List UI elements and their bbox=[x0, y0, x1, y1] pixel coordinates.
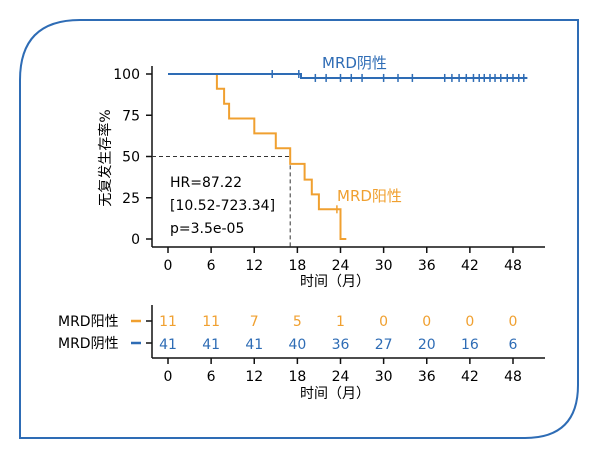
km-ylabel: 无复发生存率% bbox=[97, 109, 114, 206]
risk-x-tick-label: 36 bbox=[418, 369, 436, 385]
risk-x-tick-label: 30 bbox=[375, 369, 393, 385]
risk-xlabel: 时间（月） bbox=[300, 386, 370, 402]
risk-cell: 5 bbox=[293, 314, 302, 330]
risk-cell: 20 bbox=[418, 337, 436, 353]
km-x-tick-label: 12 bbox=[245, 258, 263, 274]
series-label-mrd-positive: MRD阳性 bbox=[337, 187, 402, 205]
km-x-tick-label: 18 bbox=[288, 258, 306, 274]
km-curve-mrd-negative bbox=[168, 73, 528, 79]
risk-cell: 16 bbox=[461, 337, 479, 353]
risk-x-tick-label: 24 bbox=[332, 369, 350, 385]
stat-ci: [10.52-723.34] bbox=[170, 198, 275, 214]
km-y-tick-label: 50 bbox=[122, 150, 140, 166]
risk-axes: 0 6 12 18 24 30 36 42 48 bbox=[146, 305, 545, 385]
series-label-mrd-negative: MRD阴性 bbox=[322, 54, 387, 72]
km-x-tick-label: 24 bbox=[332, 258, 350, 274]
risk-cell: 41 bbox=[245, 337, 263, 353]
km-xlabel: 时间（月） bbox=[300, 274, 370, 290]
risk-cell: 40 bbox=[288, 337, 306, 353]
risk-x-tick-label: 18 bbox=[288, 369, 306, 385]
km-curves bbox=[152, 70, 528, 247]
risk-cell: 11 bbox=[159, 314, 177, 330]
risk-cell: 41 bbox=[202, 337, 220, 353]
risk-cell: 0 bbox=[509, 314, 518, 330]
stat-p: p=3.5e-05 bbox=[170, 221, 244, 237]
km-y-tick-label: 0 bbox=[131, 232, 140, 248]
risk-cell: 6 bbox=[509, 337, 518, 353]
risk-row-label-mrd-negative: MRD阴性 bbox=[58, 336, 119, 352]
km-x-tick-label: 42 bbox=[461, 258, 479, 274]
card-border bbox=[19, 19, 579, 439]
median-reference-line bbox=[152, 156, 291, 247]
km-plot: 0 25 50 75 100 0 6 12 18 24 30 36 42 48 无复发生存率% 时间（月）… bbox=[97, 54, 545, 290]
risk-cell: 7 bbox=[250, 314, 259, 330]
km-ticks: 0 25 50 75 100 0 6 12 18 24 30 36 42 48 bbox=[113, 67, 522, 274]
km-x-tick-label: 36 bbox=[418, 258, 436, 274]
km-x-tick-label: 6 bbox=[207, 258, 216, 274]
km-curve-mrd-positive bbox=[215, 74, 347, 240]
risk-x-tick-label: 48 bbox=[504, 369, 522, 385]
risk-x-tick-label: 42 bbox=[461, 369, 479, 385]
km-y-tick-label: 100 bbox=[113, 67, 140, 83]
km-y-tick-label: 25 bbox=[122, 191, 140, 207]
risk-cell: 0 bbox=[465, 314, 474, 330]
risk-x-tick-label: 0 bbox=[164, 369, 173, 385]
risk-cell: 11 bbox=[202, 314, 220, 330]
risk-cells: 11 11 7 5 1 0 0 0 0 41 41 41 40 36 27 20 16 6 bbox=[159, 314, 517, 353]
risk-cell: 1 bbox=[336, 314, 345, 330]
km-x-tick-label: 30 bbox=[375, 258, 393, 274]
stat-hr: HR=87.22 bbox=[170, 175, 242, 191]
risk-cell: 27 bbox=[375, 337, 393, 353]
risk-table: 0 6 12 18 24 30 36 42 48 11 11 7 5 1 0 0 0 0 41 41 41 40 36 27… bbox=[58, 305, 545, 402]
risk-cell: 0 bbox=[379, 314, 388, 330]
risk-cell: 41 bbox=[159, 337, 177, 353]
risk-row-label-mrd-positive: MRD阳性 bbox=[58, 314, 119, 330]
km-x-tick-label: 48 bbox=[504, 258, 522, 274]
risk-cell: 36 bbox=[332, 337, 350, 353]
risk-x-tick-label: 12 bbox=[245, 369, 263, 385]
risk-x-tick-label: 6 bbox=[207, 369, 216, 385]
km-y-tick-label: 75 bbox=[122, 108, 140, 124]
risk-cell: 0 bbox=[422, 314, 431, 330]
km-x-tick-label: 0 bbox=[164, 258, 173, 274]
